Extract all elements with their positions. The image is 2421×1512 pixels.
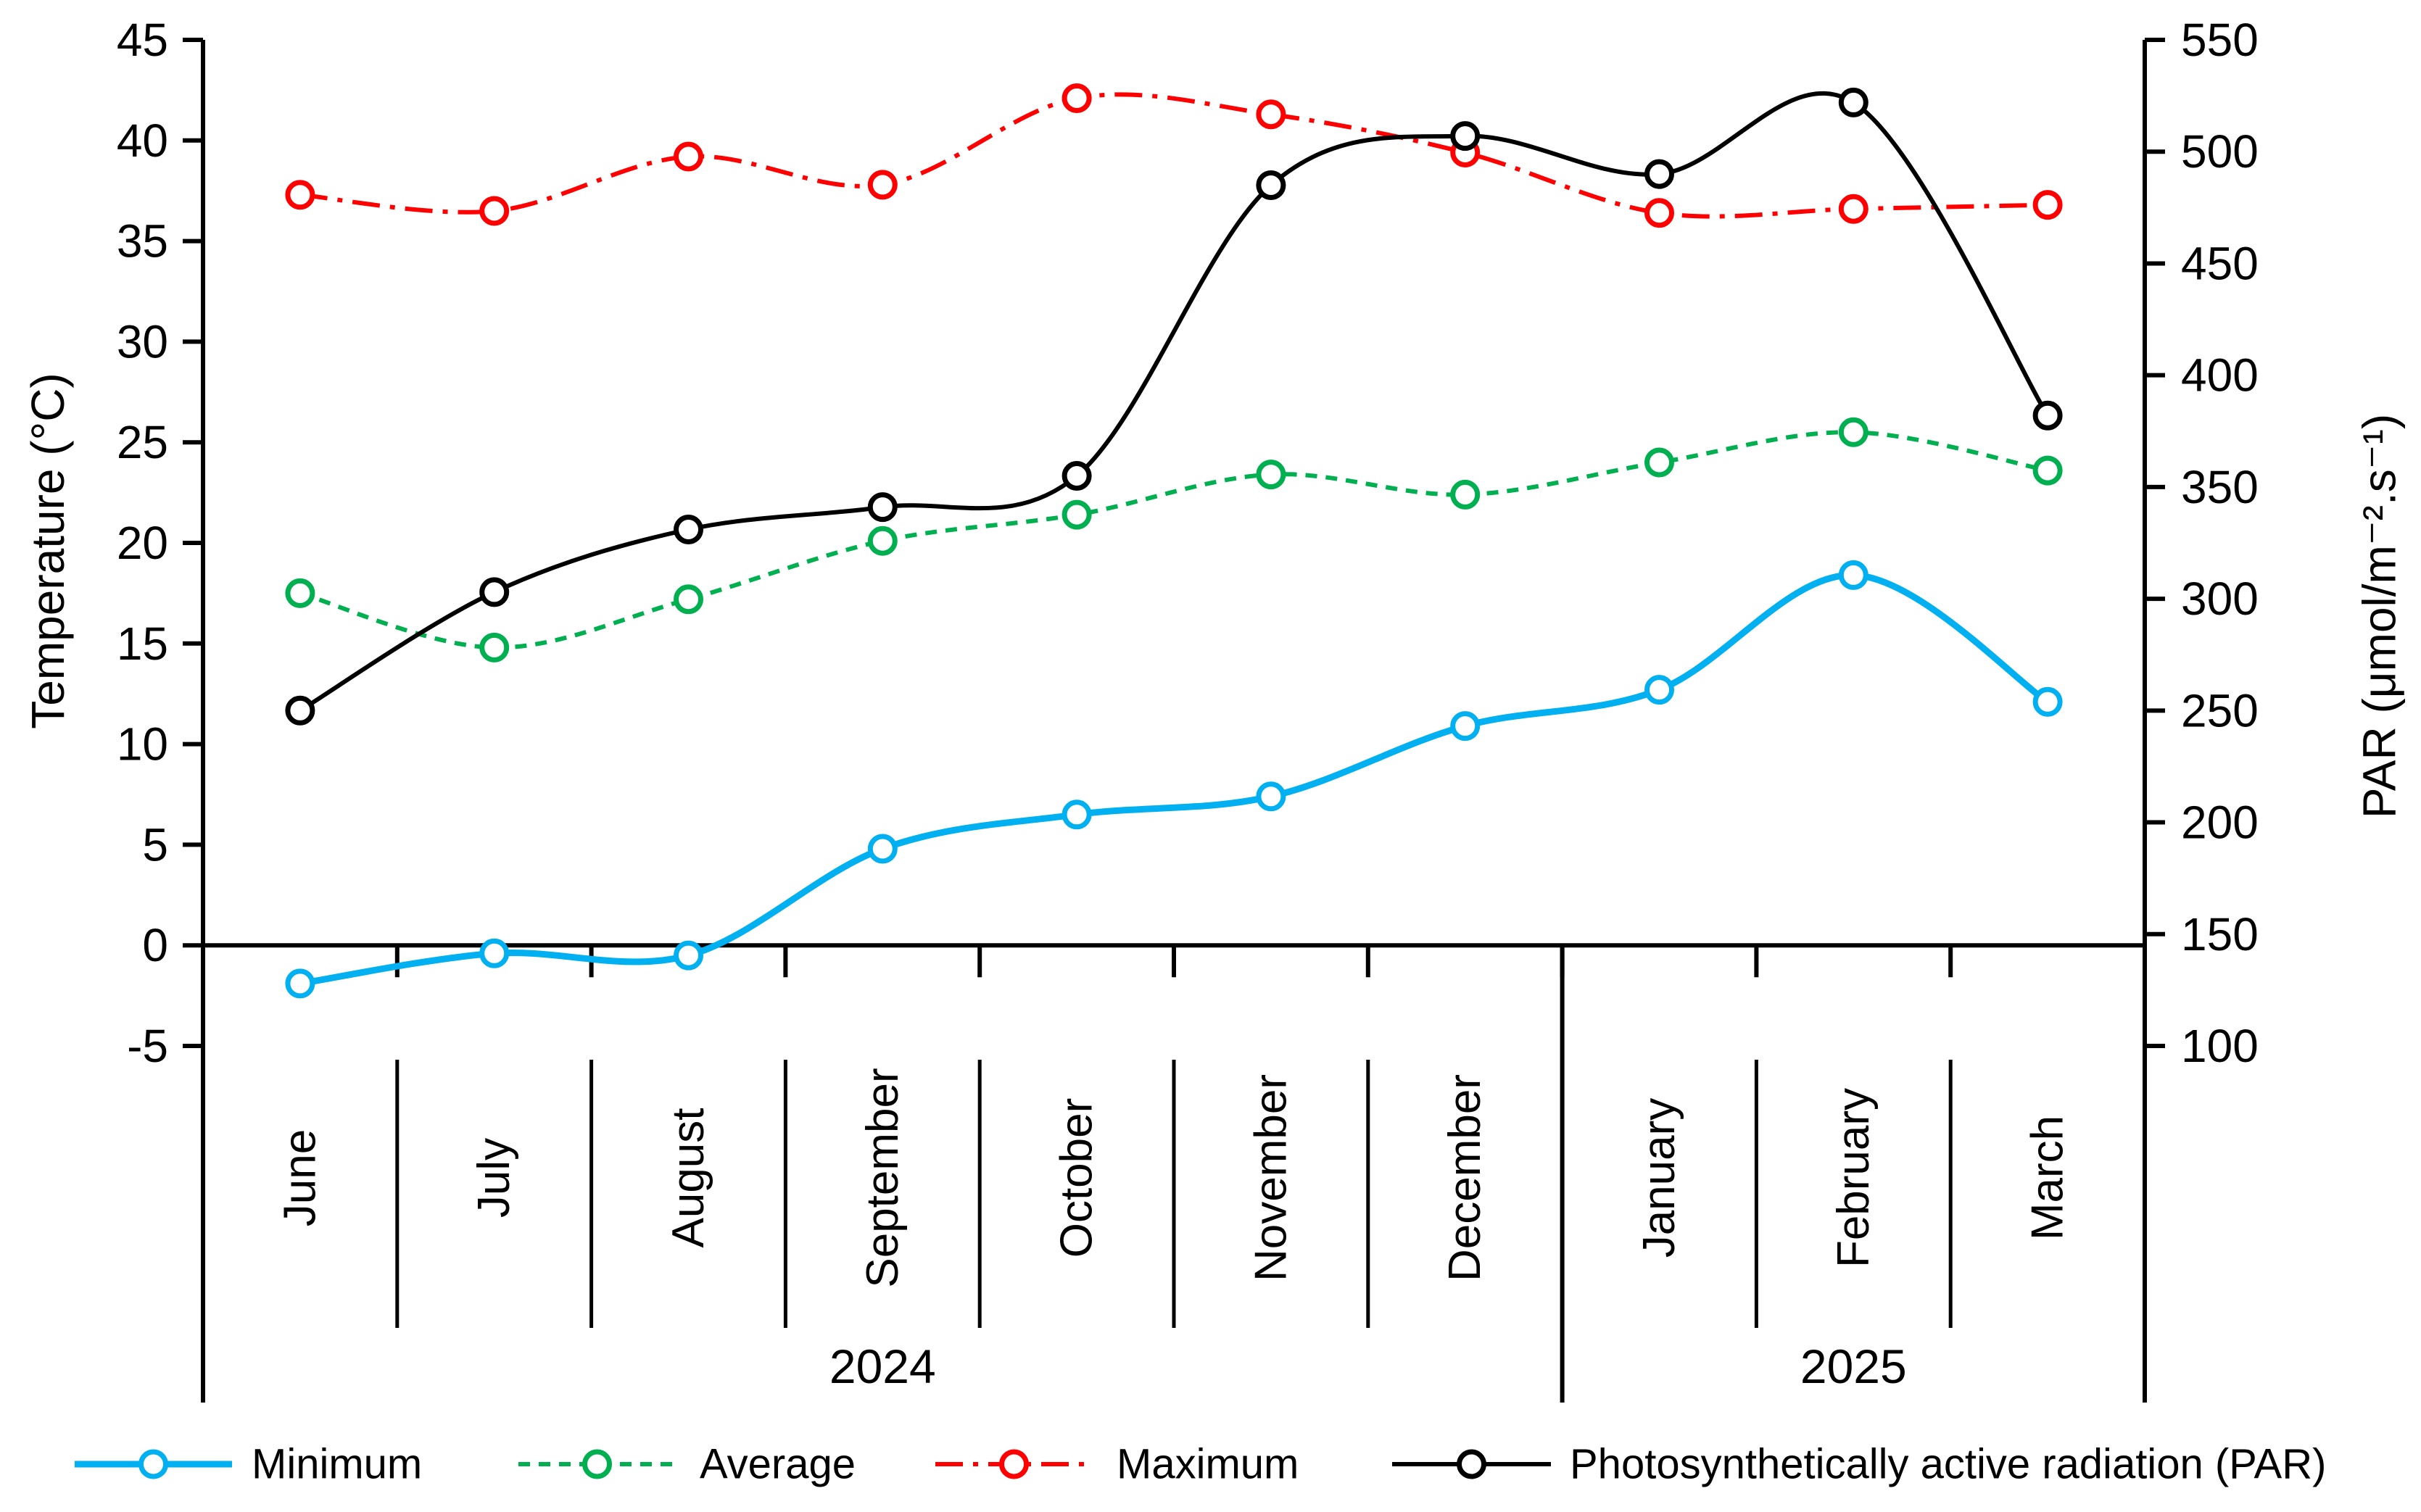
left-tick-label-0: 0 — [142, 919, 168, 971]
series-marker-average-november — [1256, 460, 1286, 490]
month-label-july: July — [469, 1138, 519, 1218]
series-marker-average-january — [1644, 447, 1674, 478]
series-line-minimum — [299, 571, 2050, 987]
series-line-average — [299, 430, 2048, 650]
legend-marker-average — [582, 1449, 612, 1479]
series-marker-average-august — [674, 584, 703, 615]
right-tick-label-350: 350 — [2181, 461, 2259, 513]
series-marker-photosynthetically-active-radiation-par-september — [867, 492, 898, 523]
legend-marker-maximum — [999, 1449, 1029, 1479]
right-tick-label-500: 500 — [2181, 125, 2259, 178]
series-marker-maximum-june — [285, 180, 315, 210]
left-tick-label-5: 5 — [142, 818, 168, 871]
series-marker-photosynthetically-active-radiation-par-november — [1256, 170, 1286, 200]
series-marker-minimum-january — [1644, 675, 1674, 705]
left-tick-label-35: 35 — [117, 215, 168, 267]
series-marker-average-march — [2032, 455, 2063, 486]
left-tick-label-25: 25 — [117, 416, 168, 468]
left-tick-label-45: 45 — [117, 14, 168, 66]
series-marker-minimum-march — [2032, 686, 2063, 717]
right-tick-label-450: 450 — [2181, 237, 2259, 289]
series-marker-minimum-october — [1061, 799, 1092, 830]
series-marker-maximum-august — [674, 141, 703, 172]
right-tick-label-100: 100 — [2181, 1020, 2259, 1072]
right-tick-label-400: 400 — [2181, 349, 2259, 402]
series-marker-average-december — [1450, 479, 1481, 510]
right-tick-label-150: 150 — [2181, 908, 2259, 960]
month-label-august: August — [663, 1108, 713, 1247]
series-marker-maximum-february — [1838, 194, 1868, 224]
right-axis-title: PAR (μmol/m⁻².s⁻¹) — [2353, 413, 2406, 819]
series-marker-photosynthetically-active-radiation-par-february — [1838, 87, 1868, 117]
legend-marker-photosynthetically-active-radiation-par — [1457, 1449, 1486, 1479]
year-label-2024: 2024 — [829, 1339, 936, 1393]
left-tick-label-20: 20 — [117, 517, 168, 569]
month-label-september: September — [858, 1068, 908, 1287]
series-marker-average-july — [479, 632, 510, 662]
series-marker-average-october — [1061, 499, 1092, 530]
month-label-march: March — [2023, 1116, 2073, 1240]
right-tick-label-550: 550 — [2181, 14, 2259, 66]
series-marker-average-september — [867, 526, 898, 556]
series-marker-photosynthetically-active-radiation-par-december — [1450, 121, 1481, 151]
series-marker-minimum-november — [1256, 781, 1286, 812]
series-marker-minimum-august — [674, 940, 703, 971]
series-line-maximum — [299, 92, 2048, 219]
series-marker-minimum-july — [479, 938, 510, 968]
left-tick-label-15: 15 — [117, 618, 168, 670]
series-marker-maximum-march — [2032, 190, 2063, 220]
right-tick-label-250: 250 — [2181, 684, 2259, 736]
legend-label-average: Average — [700, 1441, 856, 1488]
series-marker-photosynthetically-active-radiation-par-march — [2032, 400, 2063, 431]
month-label-october: October — [1052, 1098, 1102, 1258]
series-marker-maximum-november — [1256, 99, 1286, 130]
series-marker-photosynthetically-active-radiation-par-july — [479, 577, 510, 607]
series-marker-maximum-july — [479, 196, 510, 226]
series-marker-photosynthetically-active-radiation-par-august — [674, 515, 703, 544]
month-label-december: December — [1440, 1074, 1490, 1282]
left-tick-label-40: 40 — [117, 115, 168, 167]
series-marker-photosynthetically-active-radiation-par-june — [285, 695, 315, 726]
series-marker-average-june — [285, 578, 315, 608]
right-tick-label-200: 200 — [2181, 797, 2259, 849]
series-marker-average-february — [1838, 417, 1868, 447]
left-tick-label-10: 10 — [117, 718, 168, 770]
series-marker-maximum-october — [1061, 83, 1092, 113]
series-marker-photosynthetically-active-radiation-par-october — [1061, 461, 1092, 491]
left-tick-label-5: -5 — [127, 1020, 168, 1072]
year-label-2025: 2025 — [1800, 1339, 1907, 1393]
series-marker-maximum-september — [867, 170, 898, 200]
series-marker-minimum-june — [285, 968, 315, 999]
legend-label-photosynthetically-active-radiation-par: Photosynthetically active radiation (PAR… — [1570, 1441, 2326, 1488]
month-label-november: November — [1246, 1074, 1296, 1282]
series-line-photosynthetically-active-radiation-par — [299, 91, 2050, 713]
series-marker-minimum-february — [1838, 560, 1868, 590]
month-label-january: January — [1634, 1098, 1684, 1258]
series-marker-photosynthetically-active-radiation-par-january — [1644, 159, 1674, 189]
series-marker-maximum-january — [1644, 198, 1674, 228]
legend-label-minimum: Minimum — [252, 1441, 422, 1488]
left-tick-label-30: 30 — [117, 315, 168, 367]
series-marker-minimum-december — [1450, 711, 1481, 742]
month-label-february: February — [1829, 1088, 1879, 1268]
legend-label-maximum: Maximum — [1117, 1441, 1299, 1488]
month-label-june: June — [275, 1129, 325, 1226]
left-axis-title: Temperature (°C) — [22, 373, 74, 729]
legend-marker-minimum — [138, 1449, 168, 1479]
right-tick-label-300: 300 — [2181, 573, 2259, 625]
series-marker-minimum-september — [867, 834, 898, 864]
